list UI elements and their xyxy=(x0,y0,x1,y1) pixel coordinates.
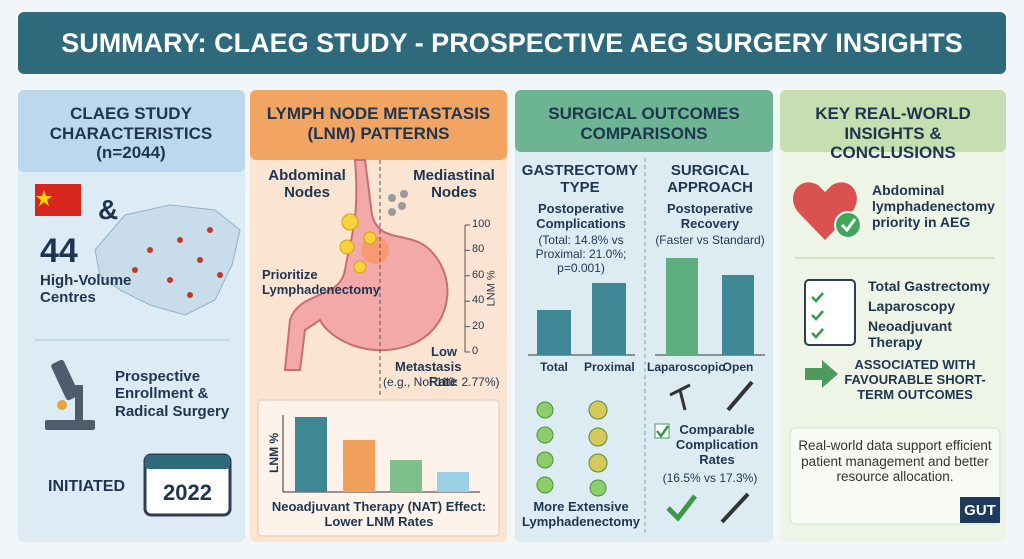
left-footer: More Extensive Lymphadenectomy xyxy=(522,499,640,529)
abdominal-nodes xyxy=(339,213,377,274)
scalpel xyxy=(720,492,750,524)
year: 2022 xyxy=(163,480,212,505)
metric-detail: (Total: 14.8% vs Proximal: 21.0%; p=0.00… xyxy=(535,233,627,275)
badge-bg xyxy=(960,497,1000,523)
bar xyxy=(722,275,754,355)
category-label: Proximal xyxy=(584,360,635,374)
category-label: Total xyxy=(540,360,568,374)
nat-bar xyxy=(437,472,469,492)
bar xyxy=(537,310,571,355)
check xyxy=(656,425,670,439)
panel-header-bg xyxy=(250,90,507,160)
flag-star xyxy=(36,190,52,206)
nat-caption: Neoadjuvant Therapy (NAT) Effect: Lower … xyxy=(271,499,487,529)
calendar-top xyxy=(145,455,230,469)
metric: Postoperative Complications xyxy=(536,201,626,231)
ampersand: & xyxy=(98,194,119,225)
nat-bar xyxy=(390,460,422,492)
panel-title: CLAEG STUDY CHARACTERISTICS (n=2044) xyxy=(49,104,213,163)
heart xyxy=(793,182,857,240)
nat-axis-label: LNM % xyxy=(267,432,282,473)
metric: Postoperative Recovery xyxy=(667,201,753,231)
lnm-tick-label: 20 xyxy=(472,319,485,332)
page-title: SUMMARY: CLAEG STUDY - PROSPECTIVE AEG S… xyxy=(61,28,963,58)
insight: Abdominal lymphadenectomy priority in AE… xyxy=(872,182,995,231)
stomach xyxy=(283,159,449,371)
laparoscopic-tool xyxy=(669,383,691,411)
association: ASSOCIATED WITH FAVOURABLE SHORT-TERM OU… xyxy=(844,357,986,402)
conclusion: Real-world data support efficient patien… xyxy=(798,438,992,485)
factor: Laparoscopy xyxy=(868,298,956,314)
panel-title: SURGICAL OUTCOMES COMPARISONS xyxy=(548,104,740,143)
nat-bar xyxy=(343,440,375,492)
microscope xyxy=(45,359,95,430)
lnm-tick-label: 0 xyxy=(472,345,479,357)
complication-note: Comparable Complication Rates xyxy=(675,422,759,467)
check-badge xyxy=(834,211,862,239)
panel-header-bg xyxy=(18,90,245,172)
panel-title: LYMPH NODE METASTASIS (LNM) PATTERNS xyxy=(266,104,491,143)
centres-count: 44 xyxy=(40,232,78,270)
factor: Total Gastrectomy xyxy=(868,278,990,294)
lnm-tick-label: 80 xyxy=(472,243,485,256)
mediastinal-nodes xyxy=(388,190,408,216)
complication-detail: (16.5% vs 17.3%) xyxy=(662,471,758,485)
lymph-clusters xyxy=(536,400,608,497)
low-rate-example: (e.g., No. 110: 2.77%) xyxy=(383,375,500,389)
low-rate: Low Metastasis Rate xyxy=(395,344,462,389)
arrow xyxy=(805,360,838,388)
lnm-tick-label: 60 xyxy=(472,268,485,281)
subpanel-title: GASTRECTOMY TYPE xyxy=(521,162,639,197)
subpanel-title: SURGICAL APPROACH xyxy=(667,162,753,197)
checklist xyxy=(811,292,824,339)
panel-title: KEY REAL-WORLD INSIGHTS & CONCLUSIONS xyxy=(815,104,971,163)
lnm-tick-label: 100 xyxy=(472,218,491,230)
bar xyxy=(592,283,626,355)
bar xyxy=(666,258,698,355)
category-label: Laparoscopic xyxy=(647,360,726,374)
lnm-axis-label: LNM % xyxy=(485,270,498,307)
map-dots xyxy=(132,227,223,298)
map xyxy=(94,204,241,316)
check xyxy=(666,494,697,522)
panel-header-bg xyxy=(780,90,1006,152)
badge: GUT xyxy=(964,502,996,519)
category-label: Open xyxy=(722,360,754,374)
panel-bg xyxy=(515,90,773,542)
clipboard xyxy=(804,279,856,346)
mediastinal-label: Mediastinal Nodes xyxy=(413,167,495,202)
abdominal-label: Abdominal Nodes xyxy=(268,167,346,202)
metric-detail: (Faster vs Standard) xyxy=(655,233,765,247)
initiated: INITIATED xyxy=(48,478,126,495)
factor: Neoadjuvant Therapy xyxy=(868,318,953,351)
header-banner xyxy=(18,12,1006,74)
nat-bar xyxy=(295,417,327,492)
lnm-tick-label: 40 xyxy=(472,294,485,307)
check xyxy=(840,218,857,233)
conclusion-box xyxy=(789,427,1001,525)
prioritize-label: Prioritize Lymphadenectomy xyxy=(262,267,380,297)
scalpel xyxy=(726,380,754,412)
centres-label: High-Volume Centres xyxy=(40,272,132,307)
panel-header-bg xyxy=(515,90,773,152)
enrollment: Prospective Enrollment & Radical Surgery xyxy=(115,368,230,420)
